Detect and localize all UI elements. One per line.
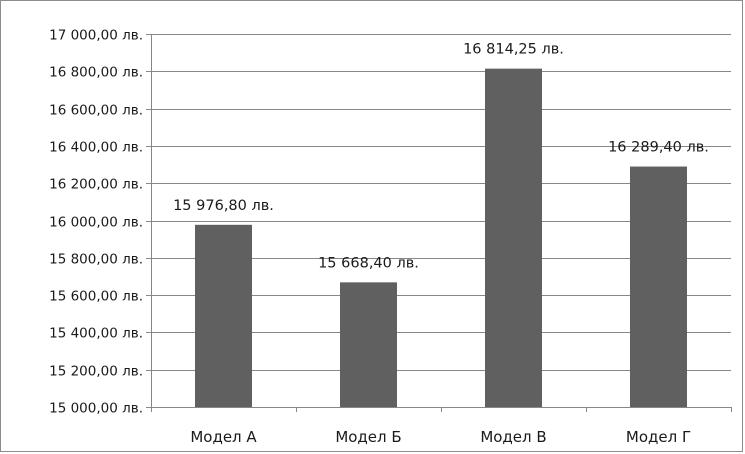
y-tick-label: 16 200,00 лв. xyxy=(49,177,143,193)
data-label: 16 289,40 лв. xyxy=(608,140,709,156)
y-tick-label: 16 400,00 лв. xyxy=(49,140,143,156)
x-tick-label: Модел В xyxy=(480,428,546,446)
y-tick-label: 16 000,00 лв. xyxy=(49,215,143,231)
data-label: 15 976,80 лв. xyxy=(173,198,274,214)
bar xyxy=(340,282,397,407)
y-tick-label: 15 600,00 лв. xyxy=(49,289,143,305)
bars xyxy=(195,68,687,408)
y-tick-label: 15 200,00 лв. xyxy=(49,364,143,380)
data-label: 15 668,40 лв. xyxy=(318,255,419,271)
data-label: 16 814,25 лв. xyxy=(463,42,564,58)
axes xyxy=(146,34,732,412)
bar xyxy=(195,224,252,407)
x-tick-label: Модел Г xyxy=(626,428,691,446)
y-tick-label: 17 000,00 лв. xyxy=(49,28,143,44)
y-tick-label: 16 600,00 лв. xyxy=(49,103,143,119)
y-tick-label: 15 800,00 лв. xyxy=(49,252,143,268)
bar xyxy=(485,68,542,408)
x-tick-label: Модел Б xyxy=(335,428,401,446)
bar xyxy=(630,166,687,407)
y-tick-label: 15 400,00 лв. xyxy=(49,326,143,342)
labels: 15 000,00 лв. 15 200,00 лв. 15 400,00 лв. 1… xyxy=(49,28,709,447)
y-tick-label: 15 000,00 лв. xyxy=(49,401,143,417)
x-tick-label: Модел А xyxy=(190,428,257,446)
y-tick-label: 16 800,00 лв. xyxy=(49,65,143,81)
